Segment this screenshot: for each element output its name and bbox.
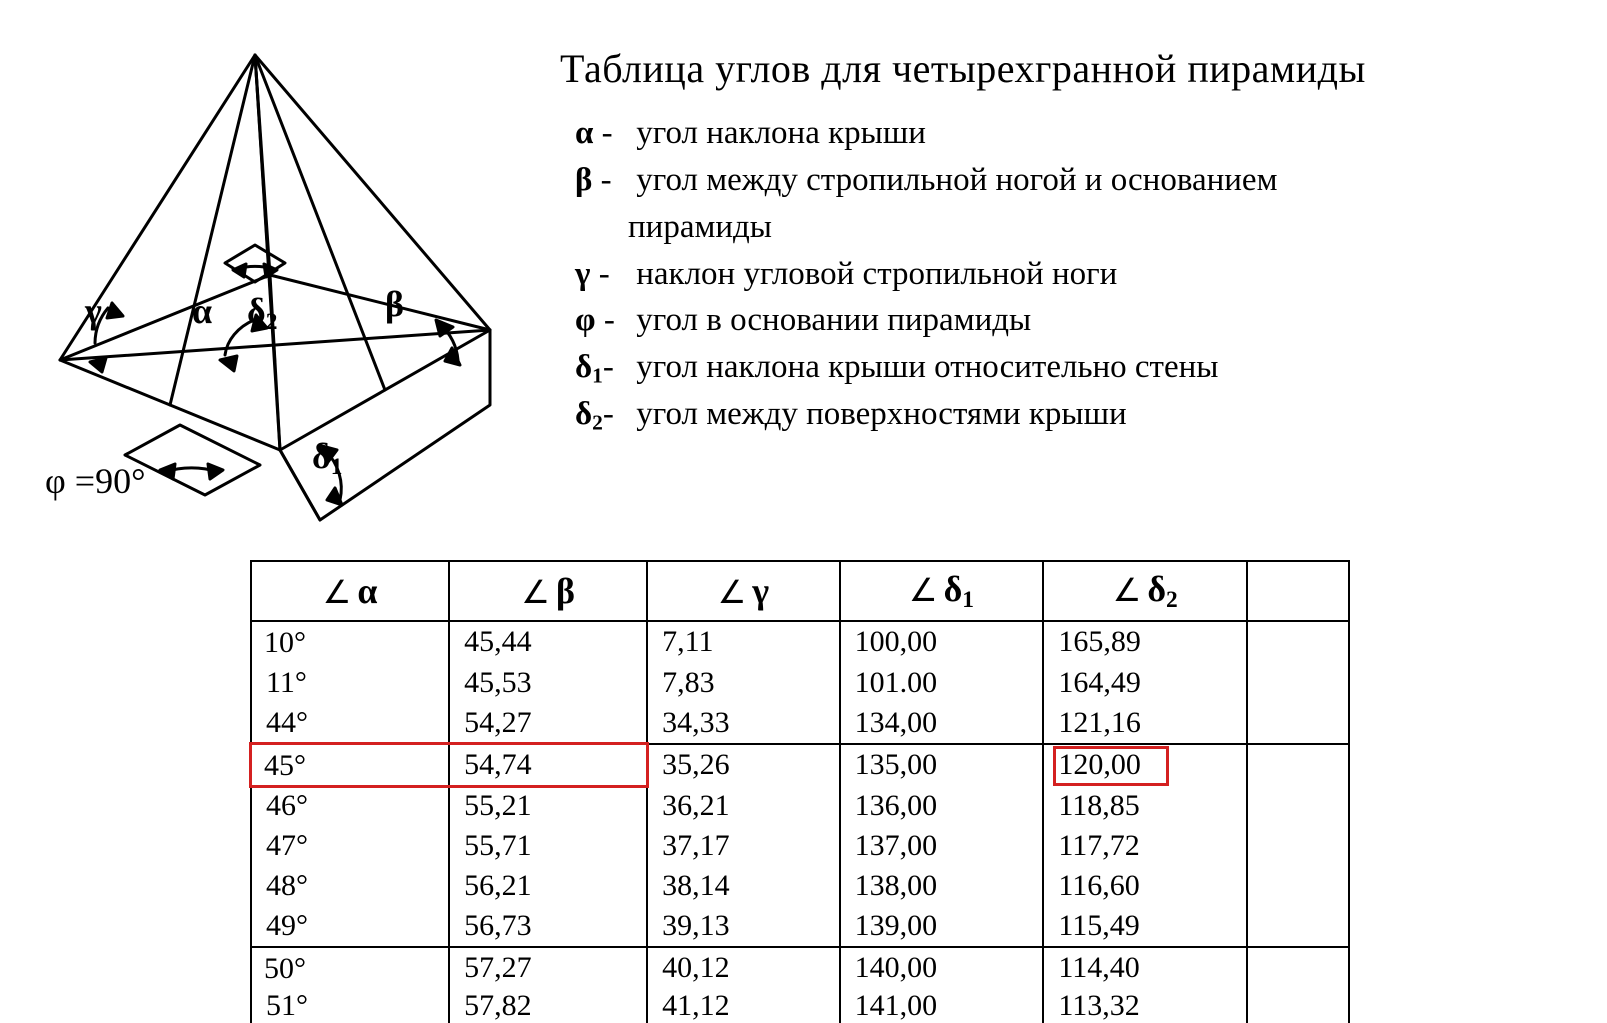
cell-gamma: 40,12 bbox=[647, 947, 839, 989]
legend-beta: β - угол между стропильной ногой и основ… bbox=[575, 157, 1277, 204]
cell-alpha: 44° bbox=[251, 703, 449, 744]
cell-gamma: 34,33 bbox=[647, 703, 839, 744]
table-row: 50°57,2740,12140,00114,40 bbox=[251, 947, 1349, 989]
col-delta1: ∠δ1 bbox=[840, 561, 1044, 621]
cell-alpha: 45° bbox=[251, 744, 449, 786]
legend-alpha: α - угол наклона крыши bbox=[575, 110, 1277, 157]
cell-gamma: 7,83 bbox=[647, 663, 839, 703]
cell-gamma: 37,17 bbox=[647, 826, 839, 866]
cell-delta1: 100,00 bbox=[840, 621, 1044, 663]
diagram-label-phi: φ =90° bbox=[45, 460, 145, 502]
table-row: 51°57,8241,12141,00113,32 bbox=[251, 989, 1349, 1023]
table-row: 45°54,7435,26135,00120,00 bbox=[251, 744, 1349, 786]
cell-delta1: 135,00 bbox=[840, 744, 1044, 786]
cell-delta2: 118,85 bbox=[1043, 786, 1247, 826]
cell-beta: 55,71 bbox=[449, 826, 647, 866]
diagram-label-alpha: α bbox=[192, 290, 212, 332]
cell-delta1: 140,00 bbox=[840, 947, 1044, 989]
page-title: Таблица углов для четырехгранной пирамид… bbox=[560, 45, 1366, 92]
cell-beta: 57,82 bbox=[449, 989, 647, 1023]
table-row: 11°45,537,83101.00164,49 bbox=[251, 663, 1349, 703]
cell-delta1: 138,00 bbox=[840, 866, 1044, 906]
table-header-row: ∠α ∠β ∠γ ∠δ1 ∠δ2 bbox=[251, 561, 1349, 621]
cell-gamma: 36,21 bbox=[647, 786, 839, 826]
table-row: 49°56,7339,13139,00115,49 bbox=[251, 906, 1349, 947]
table-row: 48°56,2138,14138,00116,60 bbox=[251, 866, 1349, 906]
cell-delta1: 134,00 bbox=[840, 703, 1044, 744]
col-alpha: ∠α bbox=[251, 561, 449, 621]
cell-delta2: 117,72 bbox=[1043, 826, 1247, 866]
cell-delta2: 165,89 bbox=[1043, 621, 1247, 663]
diagram-label-beta: β bbox=[385, 283, 404, 325]
table-row: 47°55,7137,17137,00117,72 bbox=[251, 826, 1349, 866]
cell-alpha: 46° bbox=[251, 786, 449, 826]
cell-gamma: 39,13 bbox=[647, 906, 839, 947]
cell-delta2: 120,00 bbox=[1043, 744, 1247, 786]
cell-alpha: 51° bbox=[251, 989, 449, 1023]
cell-alpha: 10° bbox=[251, 621, 449, 663]
cell-empty bbox=[1247, 989, 1349, 1023]
legend-phi: φ - угол в основании пирамиды bbox=[575, 297, 1277, 344]
col-delta2: ∠δ2 bbox=[1043, 561, 1247, 621]
cell-empty bbox=[1247, 826, 1349, 866]
legend: α - угол наклона крыши β - угол между ст… bbox=[575, 110, 1277, 438]
cell-beta: 56,73 bbox=[449, 906, 647, 947]
cell-delta2: 116,60 bbox=[1043, 866, 1247, 906]
cell-beta: 57,27 bbox=[449, 947, 647, 989]
cell-empty bbox=[1247, 703, 1349, 744]
cell-delta1: 136,00 bbox=[840, 786, 1044, 826]
cell-alpha: 48° bbox=[251, 866, 449, 906]
cell-empty bbox=[1247, 906, 1349, 947]
cell-empty bbox=[1247, 663, 1349, 703]
cell-gamma: 38,14 bbox=[647, 866, 839, 906]
cell-delta2: 164,49 bbox=[1043, 663, 1247, 703]
cell-alpha: 49° bbox=[251, 906, 449, 947]
cell-gamma: 41,12 bbox=[647, 989, 839, 1023]
diagram-label-gamma: γ bbox=[85, 290, 102, 332]
cell-empty bbox=[1247, 621, 1349, 663]
cell-delta2: 115,49 bbox=[1043, 906, 1247, 947]
col-empty bbox=[1247, 561, 1349, 621]
cell-beta: 54,74 bbox=[449, 744, 647, 786]
legend-delta2: δ2- угол между поверхностями крыши bbox=[575, 391, 1277, 438]
cell-gamma: 7,11 bbox=[647, 621, 839, 663]
table-row: 10°45,447,11100,00165,89 bbox=[251, 621, 1349, 663]
cell-delta1: 141,00 bbox=[840, 989, 1044, 1023]
cell-delta2: 121,16 bbox=[1043, 703, 1247, 744]
cell-beta: 54,27 bbox=[449, 703, 647, 744]
cell-beta: 55,21 bbox=[449, 786, 647, 826]
table-row: 44°54,2734,33134,00121,16 bbox=[251, 703, 1349, 744]
cell-delta1: 137,00 bbox=[840, 826, 1044, 866]
cell-empty bbox=[1247, 866, 1349, 906]
cell-delta2: 113,32 bbox=[1043, 989, 1247, 1023]
legend-delta1: δ1- угол наклона крыши относительно стен… bbox=[575, 344, 1277, 391]
angle-table-wrap: ∠α ∠β ∠γ ∠δ1 ∠δ2 10°45,447,11100,00165,8… bbox=[250, 560, 1350, 1023]
cell-alpha: 11° bbox=[251, 663, 449, 703]
col-beta: ∠β bbox=[449, 561, 647, 621]
diagram-label-delta2: δ2 bbox=[247, 290, 277, 336]
cell-delta1: 101.00 bbox=[840, 663, 1044, 703]
cell-empty bbox=[1247, 744, 1349, 786]
cell-alpha: 47° bbox=[251, 826, 449, 866]
cell-empty bbox=[1247, 947, 1349, 989]
diagram-label-delta1: δ1 bbox=[312, 435, 342, 481]
legend-gamma: γ - наклон угловой стропильной ноги bbox=[575, 251, 1277, 298]
legend-beta-cont: пирамиды bbox=[575, 204, 1277, 251]
cell-beta: 56,21 bbox=[449, 866, 647, 906]
cell-alpha: 50° bbox=[251, 947, 449, 989]
cell-beta: 45,53 bbox=[449, 663, 647, 703]
cell-gamma: 35,26 bbox=[647, 744, 839, 786]
cell-empty bbox=[1247, 786, 1349, 826]
cell-delta2: 114,40 bbox=[1043, 947, 1247, 989]
cell-beta: 45,44 bbox=[449, 621, 647, 663]
col-gamma: ∠γ bbox=[647, 561, 839, 621]
table-row: 46°55,2136,21136,00118,85 bbox=[251, 786, 1349, 826]
cell-delta1: 139,00 bbox=[840, 906, 1044, 947]
angle-table: ∠α ∠β ∠γ ∠δ1 ∠δ2 10°45,447,11100,00165,8… bbox=[250, 560, 1350, 1023]
